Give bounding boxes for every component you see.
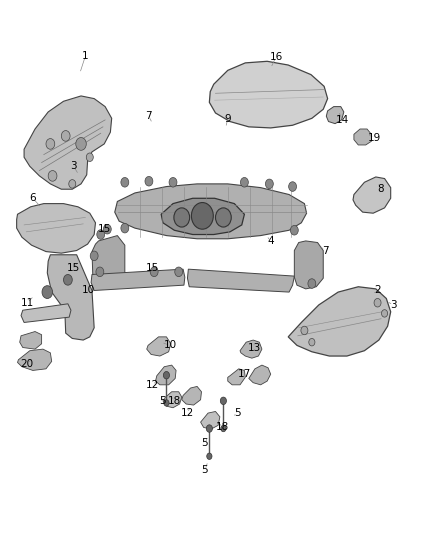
Text: 18: 18 bbox=[216, 423, 229, 432]
Polygon shape bbox=[147, 337, 171, 356]
Circle shape bbox=[42, 286, 53, 298]
Text: 10: 10 bbox=[163, 341, 177, 350]
Text: 15: 15 bbox=[67, 263, 80, 273]
Circle shape bbox=[289, 182, 297, 191]
Text: 16: 16 bbox=[269, 52, 283, 62]
Polygon shape bbox=[91, 269, 185, 290]
Circle shape bbox=[169, 177, 177, 187]
Text: 19: 19 bbox=[368, 133, 381, 142]
Circle shape bbox=[46, 139, 55, 149]
Text: 8: 8 bbox=[378, 184, 385, 194]
Polygon shape bbox=[155, 365, 176, 385]
Circle shape bbox=[163, 372, 170, 379]
Circle shape bbox=[301, 326, 308, 335]
Text: 6: 6 bbox=[29, 193, 36, 203]
Polygon shape bbox=[115, 184, 307, 239]
Polygon shape bbox=[288, 287, 391, 356]
Polygon shape bbox=[21, 304, 71, 322]
Circle shape bbox=[206, 425, 212, 432]
Circle shape bbox=[121, 177, 129, 187]
Circle shape bbox=[150, 267, 158, 277]
Circle shape bbox=[61, 131, 70, 141]
Circle shape bbox=[240, 177, 248, 187]
Polygon shape bbox=[161, 198, 244, 235]
Circle shape bbox=[308, 279, 316, 288]
Text: 20: 20 bbox=[21, 359, 34, 368]
Text: 12: 12 bbox=[181, 408, 194, 418]
Circle shape bbox=[290, 225, 298, 235]
Text: 4: 4 bbox=[267, 236, 274, 246]
Circle shape bbox=[48, 171, 57, 181]
Circle shape bbox=[381, 310, 388, 317]
Polygon shape bbox=[326, 107, 344, 124]
Polygon shape bbox=[20, 332, 42, 349]
Circle shape bbox=[221, 425, 226, 432]
Polygon shape bbox=[201, 411, 220, 429]
Circle shape bbox=[175, 267, 183, 277]
Text: 17: 17 bbox=[238, 369, 251, 379]
Circle shape bbox=[215, 208, 231, 227]
Text: 13: 13 bbox=[248, 343, 261, 352]
Text: 15: 15 bbox=[146, 263, 159, 273]
Text: 3: 3 bbox=[390, 300, 397, 310]
Polygon shape bbox=[249, 365, 271, 385]
Text: 18: 18 bbox=[168, 396, 181, 406]
Circle shape bbox=[174, 208, 190, 227]
Circle shape bbox=[96, 267, 104, 277]
Circle shape bbox=[121, 223, 129, 233]
Text: 5: 5 bbox=[159, 396, 166, 406]
Circle shape bbox=[374, 298, 381, 307]
Circle shape bbox=[90, 251, 98, 261]
Circle shape bbox=[97, 230, 105, 239]
Polygon shape bbox=[354, 129, 371, 145]
Polygon shape bbox=[187, 269, 294, 292]
Text: 11: 11 bbox=[21, 298, 34, 308]
Polygon shape bbox=[228, 369, 245, 385]
Circle shape bbox=[69, 180, 76, 188]
Circle shape bbox=[191, 203, 213, 229]
Text: 12: 12 bbox=[146, 380, 159, 390]
Polygon shape bbox=[182, 386, 201, 405]
Polygon shape bbox=[47, 255, 94, 340]
Text: 1: 1 bbox=[82, 51, 89, 61]
Text: 15: 15 bbox=[98, 224, 111, 234]
Circle shape bbox=[64, 274, 72, 285]
Text: 5: 5 bbox=[201, 465, 208, 475]
Circle shape bbox=[164, 400, 169, 406]
Circle shape bbox=[76, 138, 86, 150]
Circle shape bbox=[220, 397, 226, 405]
Text: 7: 7 bbox=[321, 246, 328, 255]
Circle shape bbox=[265, 179, 273, 189]
Circle shape bbox=[86, 153, 93, 161]
Polygon shape bbox=[240, 340, 262, 358]
Circle shape bbox=[103, 224, 111, 234]
Text: 9: 9 bbox=[224, 114, 231, 124]
Text: 5: 5 bbox=[234, 408, 241, 418]
Polygon shape bbox=[24, 96, 112, 189]
Circle shape bbox=[145, 176, 153, 186]
Circle shape bbox=[309, 338, 315, 346]
Text: 10: 10 bbox=[82, 286, 95, 295]
Polygon shape bbox=[209, 61, 328, 128]
Polygon shape bbox=[353, 177, 391, 213]
Polygon shape bbox=[163, 392, 182, 408]
Text: 3: 3 bbox=[70, 161, 77, 171]
Text: 7: 7 bbox=[145, 111, 152, 121]
Text: 5: 5 bbox=[201, 439, 208, 448]
Polygon shape bbox=[294, 241, 323, 289]
Polygon shape bbox=[92, 236, 125, 284]
Text: 2: 2 bbox=[374, 286, 381, 295]
Polygon shape bbox=[18, 349, 52, 370]
Polygon shape bbox=[17, 204, 95, 253]
Text: 14: 14 bbox=[336, 115, 349, 125]
Circle shape bbox=[207, 453, 212, 459]
